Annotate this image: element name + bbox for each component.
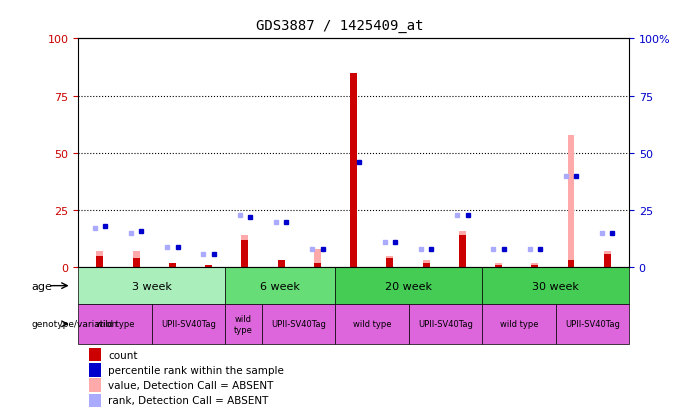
Bar — [386, 256, 393, 268]
Bar — [459, 231, 466, 268]
Bar — [205, 266, 212, 268]
Text: rank, Detection Call = ABSENT: rank, Detection Call = ABSENT — [109, 396, 269, 406]
Text: value, Detection Call = ABSENT: value, Detection Call = ABSENT — [109, 380, 274, 390]
Bar — [225, 268, 335, 304]
Bar — [89, 379, 101, 392]
Bar — [169, 263, 176, 268]
Text: count: count — [109, 350, 138, 360]
Bar — [89, 363, 101, 377]
Text: wild
type: wild type — [234, 314, 253, 334]
Bar — [422, 261, 430, 268]
Text: 6 week: 6 week — [260, 281, 300, 291]
Bar — [386, 259, 393, 268]
Bar — [568, 135, 575, 268]
Text: age: age — [31, 281, 52, 291]
Bar — [531, 263, 539, 268]
Bar — [133, 252, 139, 268]
Bar — [482, 304, 556, 344]
Bar — [482, 268, 629, 304]
Bar — [556, 304, 629, 344]
Bar — [459, 236, 466, 268]
Bar — [78, 304, 152, 344]
Text: UPII-SV40Tag: UPII-SV40Tag — [161, 320, 216, 328]
Text: 3 week: 3 week — [132, 281, 171, 291]
Bar — [89, 394, 101, 407]
Bar — [205, 266, 212, 268]
Bar — [277, 261, 285, 268]
Bar — [495, 266, 502, 268]
Bar — [225, 304, 262, 344]
Bar — [350, 74, 357, 268]
Bar — [495, 263, 502, 268]
Text: wild type: wild type — [96, 320, 134, 328]
Bar — [241, 240, 248, 268]
Bar — [97, 252, 103, 268]
Text: GDS3887 / 1425409_at: GDS3887 / 1425409_at — [256, 19, 424, 33]
Bar — [604, 252, 611, 268]
Bar — [89, 348, 101, 361]
Bar — [335, 268, 482, 304]
Bar — [314, 263, 321, 268]
Bar — [314, 249, 321, 268]
Text: UPII-SV40Tag: UPII-SV40Tag — [418, 320, 473, 328]
Bar — [277, 261, 285, 268]
Text: UPII-SV40Tag: UPII-SV40Tag — [565, 320, 619, 328]
Bar — [409, 304, 482, 344]
Bar — [97, 256, 103, 268]
Text: UPII-SV40Tag: UPII-SV40Tag — [271, 320, 326, 328]
Text: genotype/variation: genotype/variation — [31, 320, 118, 328]
Bar — [335, 304, 409, 344]
Bar — [241, 236, 248, 268]
Bar — [604, 254, 611, 268]
Text: wild type: wild type — [500, 320, 538, 328]
Bar — [568, 261, 575, 268]
Bar — [152, 304, 225, 344]
Text: percentile rank within the sample: percentile rank within the sample — [109, 365, 284, 375]
Bar — [78, 268, 225, 304]
Bar — [262, 304, 335, 344]
Text: 30 week: 30 week — [532, 281, 579, 291]
Text: 20 week: 20 week — [385, 281, 432, 291]
Bar — [531, 266, 539, 268]
Bar — [169, 263, 176, 268]
Bar — [422, 263, 430, 268]
Text: wild type: wild type — [353, 320, 391, 328]
Bar — [133, 259, 139, 268]
